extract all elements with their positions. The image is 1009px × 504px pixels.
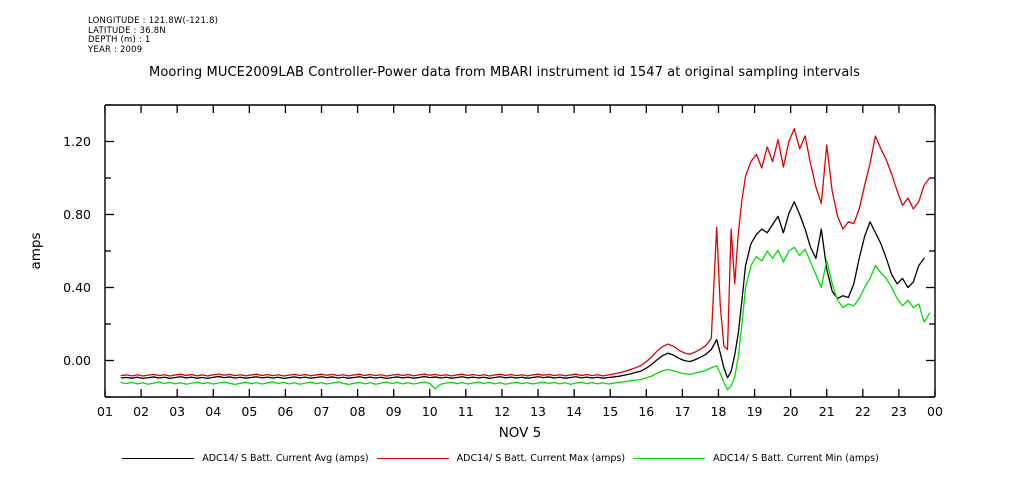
x-tick-label: 06 — [277, 404, 293, 419]
data-series-line — [120, 128, 931, 377]
x-tick-label: 23 — [891, 404, 907, 419]
y-tick-label: 1.20 — [63, 134, 91, 149]
legend-line-swatch — [122, 457, 195, 459]
chart-legend: ADC14/ S Batt. Current Avg (amps) ADC14/ … — [0, 446, 1009, 470]
x-tick-label: 17 — [674, 404, 690, 419]
chart-title: Mooring MUCE2009LAB Controller-Power dat… — [149, 65, 860, 80]
x-tick-label: 22 — [855, 404, 871, 419]
x-tick-label: 14 — [566, 404, 582, 419]
metadata-latitude: LATITUDE : 36.8N — [88, 25, 166, 36]
data-series-line — [120, 201, 925, 380]
x-tick-label: 10 — [422, 404, 438, 419]
legend-label: ADC14/ S Batt. Current Max (amps) — [456, 452, 626, 464]
axis-frame — [104, 104, 936, 398]
y-axis-title: amps — [28, 232, 44, 269]
x-tick-label: 00 — [927, 404, 943, 419]
metadata-year: YEAR : 2009 — [88, 44, 143, 55]
x-tick-label: 09 — [386, 404, 402, 419]
y-tick-label: 0.00 — [63, 353, 91, 368]
x-tick-label: 21 — [819, 404, 835, 419]
station-metadata: LONGITUDE : 121.8W(-121.8) LATITUDE : 36… — [88, 16, 219, 55]
legend-label: ADC14/ S Batt. Current Avg (amps) — [202, 452, 369, 464]
x-tick-label: 13 — [530, 404, 546, 419]
x-tick-label: 11 — [458, 404, 474, 419]
x-tick-label: 02 — [133, 404, 149, 419]
x-tick-label: 03 — [169, 404, 185, 419]
legend-label: ADC14/ S Batt. Current Min (amps) — [713, 452, 879, 464]
x-tick-label: 08 — [350, 404, 366, 419]
x-tick-label: 18 — [711, 404, 727, 419]
legend-item[interactable]: ADC14/ S Batt. Current Min (amps) — [633, 453, 887, 464]
legend-item[interactable]: ADC14/ S Batt. Current Avg (amps) — [122, 453, 376, 464]
metadata-depth: DEPTH (m) : 1 — [88, 35, 151, 46]
legend-line-swatch — [633, 457, 706, 459]
x-tick-label: 16 — [638, 404, 654, 419]
x-tick-label: 12 — [494, 404, 510, 419]
y-tick-label: 0.40 — [63, 280, 91, 295]
legend-item[interactable]: ADC14/ S Batt. Current Max (amps) — [376, 452, 633, 464]
x-tick-label: 05 — [241, 404, 257, 419]
metadata-longitude: LONGITUDE : 121.8W(-121.8) — [88, 16, 219, 26]
x-tick-label: 15 — [602, 404, 618, 419]
data-series-line — [120, 246, 931, 391]
x-tick-label: 07 — [314, 404, 330, 419]
y-axis-tick-labels: 0.00 0.40 0.80 1.20 — [63, 134, 91, 368]
x-axis-title: NOV 5 — [499, 425, 542, 441]
x-tick-label: 20 — [783, 404, 799, 419]
x-tick-label: 04 — [205, 404, 221, 419]
data-series-group — [120, 128, 931, 391]
x-tick-label: 01 — [97, 404, 113, 419]
axis-ticks — [104, 104, 936, 398]
x-tick-label: 19 — [747, 404, 763, 419]
legend-line-swatch — [376, 457, 449, 459]
x-axis-tick-labels: 01 02 03 04 05 06 07 08 09 10 11 12 13 14 15 16 17 18 19 20… — [97, 404, 943, 419]
y-tick-label: 0.80 — [63, 207, 91, 222]
